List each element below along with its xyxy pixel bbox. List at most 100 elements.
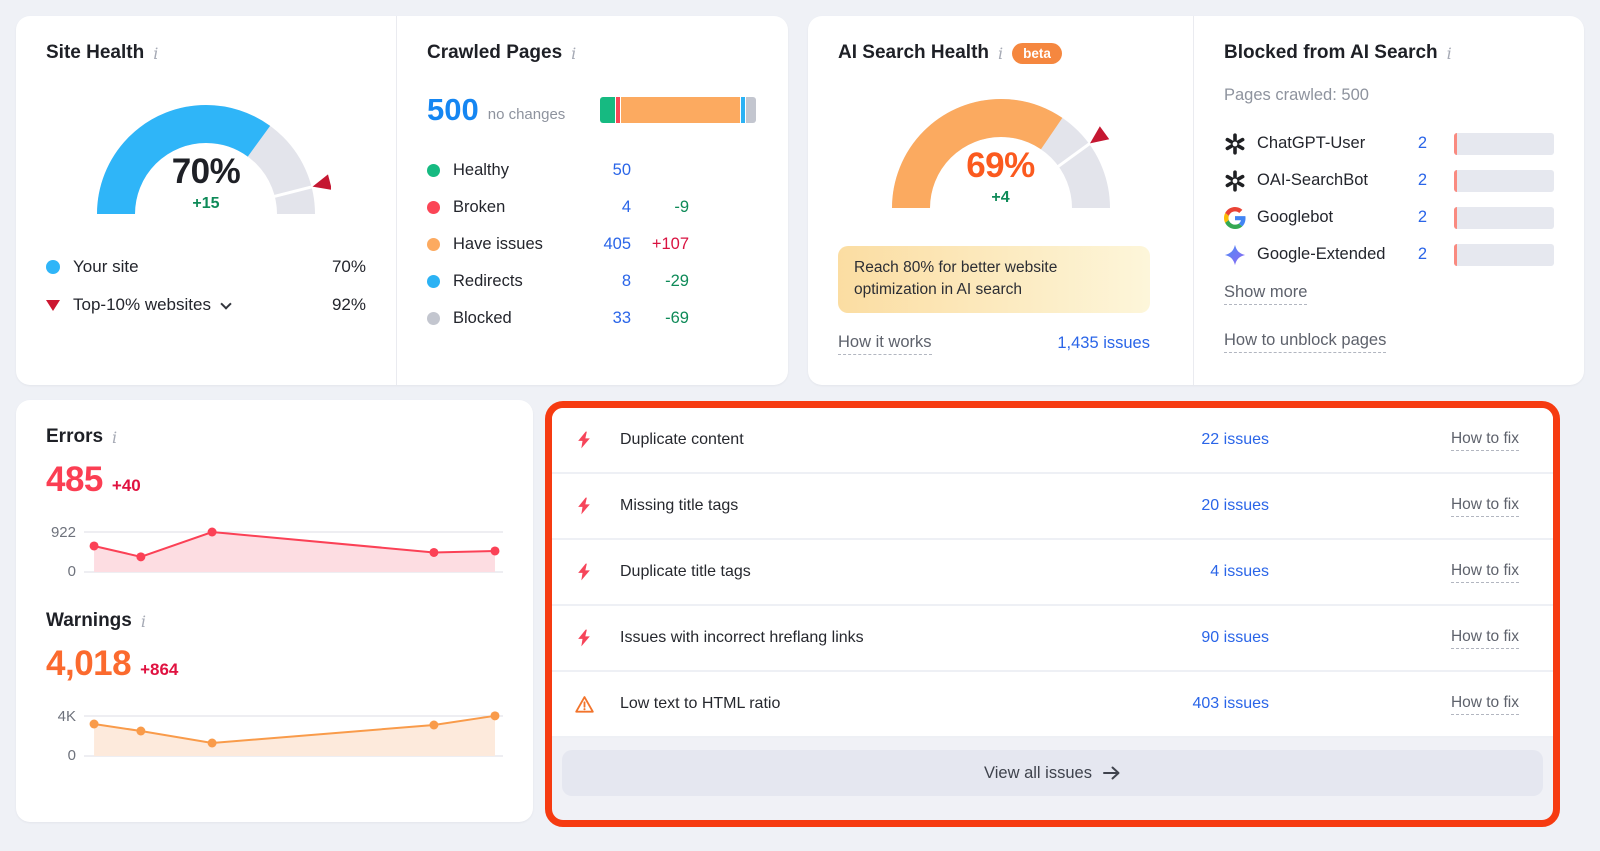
top-issues-panel-highlighted: Duplicate content 22 issues How to fix M… <box>545 401 1560 827</box>
gemini-star-icon <box>1224 244 1246 265</box>
gray-dot-icon <box>427 312 440 325</box>
issue-count-link[interactable]: 90 issues <box>1201 629 1269 646</box>
google-g-icon <box>1224 206 1246 229</box>
bot-blocked-bar <box>1454 243 1554 266</box>
blocked-bot-list: ChatGPT-User 2 OAI-SearchBot <box>1224 125 1554 273</box>
crawled-pages-title: Crawled Pages <box>427 42 563 63</box>
top10-label: Top-10% websites <box>73 295 211 314</box>
bar-segment-healthy <box>600 97 615 123</box>
redirects-value[interactable]: 8 <box>621 272 631 290</box>
legend-row-have-issues: Have issues 405 +107 <box>427 226 758 263</box>
info-icon[interactable]: i <box>998 43 1004 63</box>
issue-count-link[interactable]: 4 issues <box>1210 563 1269 580</box>
warnings-y-axis: 4K 0 <box>46 706 84 764</box>
bar-segment-broken <box>615 97 620 123</box>
how-to-fix-link[interactable]: How to fix <box>1450 430 1519 451</box>
site-health-gauge-arc <box>97 105 331 215</box>
bot-name: Google-Extended <box>1257 245 1386 263</box>
crawled-stacked-bar <box>600 97 756 123</box>
redirects-label: Redirects <box>453 272 523 290</box>
bot-blocked-bar <box>1454 206 1554 229</box>
blue-dot-icon <box>427 275 440 288</box>
info-icon[interactable]: i <box>153 43 159 63</box>
legend-top10-websites[interactable]: Top-10% websites 92% <box>46 286 366 324</box>
warnings-title: Warnings <box>46 610 132 631</box>
issue-count-link[interactable]: 22 issues <box>1201 431 1269 448</box>
info-icon[interactable]: i <box>1446 43 1452 63</box>
ai-search-title-row: AI Search Health i beta <box>838 42 1163 64</box>
how-it-works-link[interactable]: How it works <box>838 333 932 355</box>
bar-segment-redirects <box>741 97 746 123</box>
issue-row-duplicate-title-tags[interactable]: Duplicate title tags 4 issues How to fix <box>552 540 1553 606</box>
show-more-link[interactable]: Show more <box>1224 283 1308 305</box>
error-bolt-icon <box>578 629 590 647</box>
crawled-total-row: 500 no changes <box>427 92 758 128</box>
bot-name: Googlebot <box>1257 208 1334 226</box>
panel-site-health-crawled: Site Health i 70% +15 Your site 70% Top-… <box>16 16 788 385</box>
ai-target-banner: Reach 80% for better website optimizatio… <box>838 246 1150 313</box>
view-all-issues-button[interactable]: View all issues <box>562 750 1543 796</box>
issue-row-low-text-html-ratio[interactable]: Low text to HTML ratio 403 issues How to… <box>552 672 1553 738</box>
red-dot-icon <box>427 201 440 214</box>
site-health-value: 70% <box>171 152 241 191</box>
bot-blocked-count[interactable]: 2 <box>1417 171 1427 189</box>
your-site-label: Your site <box>73 257 139 276</box>
ai-search-health-card: AI Search Health i beta 69% +4 Reach 80%… <box>808 16 1193 385</box>
how-to-fix-link[interactable]: How to fix <box>1450 562 1519 583</box>
legend-row-blocked: Blocked 33 -69 <box>427 300 758 337</box>
ai-search-title: AI Search Health <box>838 42 989 63</box>
bot-name: OAI-SearchBot <box>1257 171 1368 189</box>
legend-row-redirects: Redirects 8 -29 <box>427 263 758 300</box>
errors-number-row: 485 +40 <box>46 460 503 500</box>
broken-label: Broken <box>453 198 506 216</box>
ai-search-value: 69% <box>966 146 1035 185</box>
bot-blocked-count[interactable]: 2 <box>1417 245 1427 263</box>
info-icon[interactable]: i <box>140 611 146 631</box>
issue-row-missing-title-tags[interactable]: Missing title tags 20 issues How to fix <box>552 474 1553 540</box>
healthy-value[interactable]: 50 <box>612 161 631 179</box>
issue-count-link[interactable]: 20 issues <box>1201 497 1269 514</box>
errors-chart: 922 0 <box>46 522 503 580</box>
green-dot-icon <box>427 164 440 177</box>
blocked-label: Blocked <box>453 309 512 327</box>
blocked-value[interactable]: 33 <box>612 309 631 327</box>
ai-search-gauge-label: 69% +4 <box>876 146 1126 207</box>
info-icon[interactable]: i <box>112 427 118 447</box>
redirects-delta: -29 <box>665 272 689 290</box>
how-to-unblock-link[interactable]: How to unblock pages <box>1224 331 1387 353</box>
how-to-fix-link[interactable]: How to fix <box>1450 694 1519 715</box>
ai-issues-link[interactable]: 1,435 issues <box>1057 334 1150 353</box>
warnings-block: Warnings i 4,018 +864 4K 0 <box>46 610 503 764</box>
ai-search-gauge: 69% +4 <box>876 74 1126 226</box>
have-issues-label: Have issues <box>453 235 543 253</box>
blocked-ai-title-row: Blocked from AI Search i <box>1224 42 1554 64</box>
errors-title-row: Errors i <box>46 426 503 448</box>
errors-value: 485 <box>46 460 103 499</box>
crawled-legend: Healthy 50 Broken 4 -9 Have issues 405 +… <box>427 152 758 337</box>
how-to-fix-link[interactable]: How to fix <box>1450 628 1519 649</box>
how-to-fix-link[interactable]: How to fix <box>1450 496 1519 517</box>
chevron-down-icon[interactable] <box>220 297 232 310</box>
warning-triangle-icon <box>575 695 594 713</box>
bot-blocked-count[interactable]: 2 <box>1417 134 1427 152</box>
broken-value[interactable]: 4 <box>621 198 631 216</box>
bot-name: ChatGPT-User <box>1257 134 1366 152</box>
warnings-sparkline <box>84 711 503 757</box>
info-icon[interactable]: i <box>571 43 577 63</box>
errors-title: Errors <box>46 426 104 447</box>
issue-count-link[interactable]: 403 issues <box>1192 695 1270 712</box>
ai-links-row: How it works 1,435 issues <box>838 333 1150 355</box>
bot-blocked-count[interactable]: 2 <box>1417 208 1427 226</box>
have-issues-value[interactable]: 405 <box>603 235 631 253</box>
crawled-total-note: no changes <box>487 105 566 123</box>
errors-ymin-label: 0 <box>67 563 76 580</box>
bar-segment-have-issues <box>620 97 741 123</box>
issue-row-hreflang-links[interactable]: Issues with incorrect hreflang links 90 … <box>552 606 1553 672</box>
bar-segment-blocked <box>746 97 756 123</box>
view-all-issues-label: View all issues <box>984 763 1092 782</box>
site-health-card: Site Health i 70% +15 Your site 70% Top-… <box>16 16 396 385</box>
healthy-label: Healthy <box>453 161 509 179</box>
issue-row-duplicate-content[interactable]: Duplicate content 22 issues How to fix <box>552 408 1553 474</box>
site-health-title-row: Site Health i <box>46 42 366 64</box>
bot-row-google-extended: Google-Extended 2 <box>1224 236 1554 273</box>
